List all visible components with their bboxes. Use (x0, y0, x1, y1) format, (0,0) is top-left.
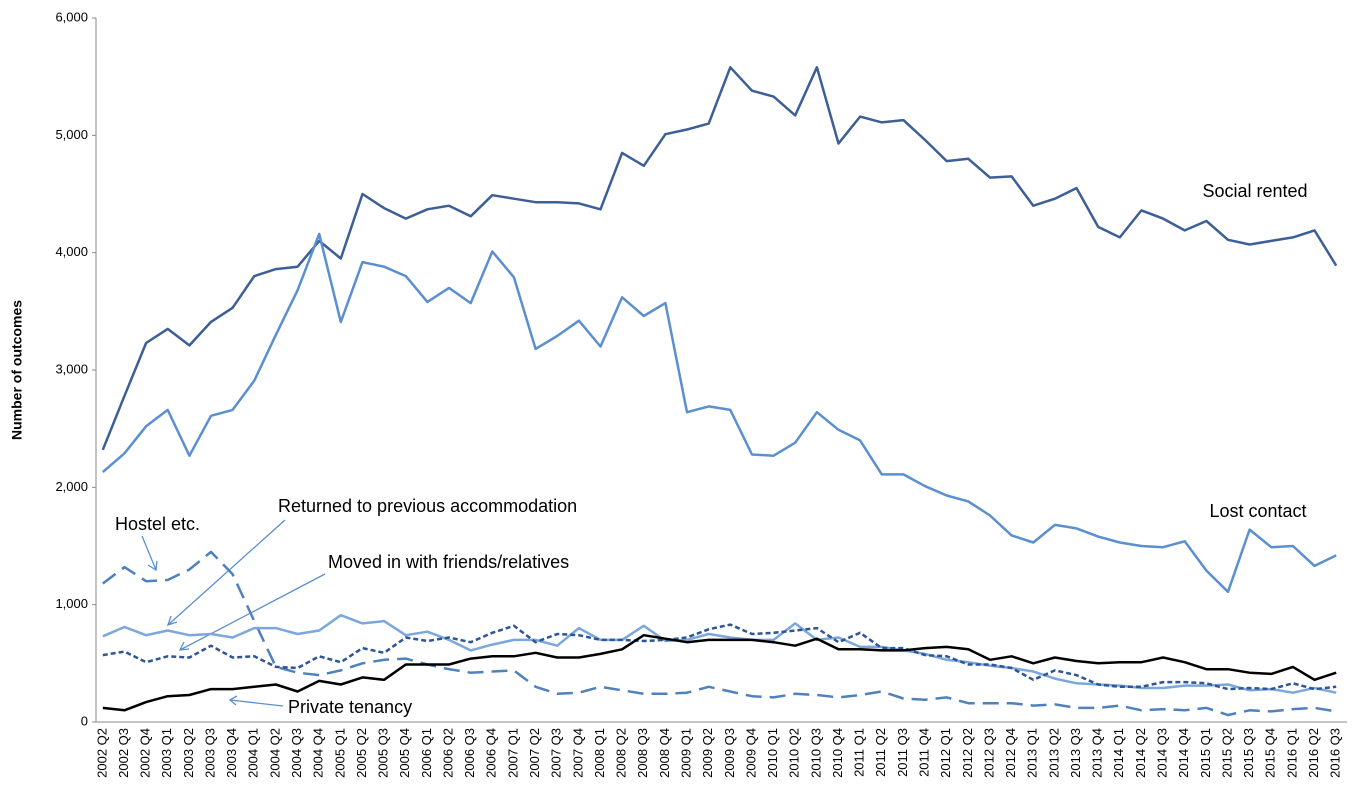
y-tick-label: 0 (81, 713, 88, 728)
x-tick-label: 2015 Q2 (1219, 728, 1234, 778)
x-tick-label: 2005 Q4 (397, 728, 412, 778)
series-line (102, 633, 1337, 712)
x-tick-label: 2002 Q3 (116, 728, 131, 778)
x-tick-label: 2011 Q3 (895, 728, 910, 777)
x-tick-label: 2007 Q4 (570, 728, 585, 778)
y-tick-label: 6,000 (55, 9, 88, 24)
series-annotation: Lost contact (1209, 501, 1306, 521)
x-tick-label: 2015 Q1 (1198, 728, 1213, 778)
arrow (178, 573, 326, 651)
y-tick-label: 1,000 (55, 596, 88, 611)
x-tick-label: 2003 Q4 (224, 728, 239, 778)
x-tick-label: 2003 Q3 (202, 728, 217, 778)
x-tick-label: 2016 Q1 (1284, 728, 1299, 778)
y-tick-label: 2,000 (55, 479, 88, 494)
series-annotation: Social rented (1202, 181, 1307, 201)
x-tick-label: 2010 Q2 (787, 728, 802, 778)
series-line (101, 232, 1337, 594)
x-tick-label: 2012 Q2 (960, 728, 975, 778)
x-tick-label: 2004 Q4 (311, 728, 326, 778)
series-annotation: Returned to previous accommodation (278, 496, 577, 516)
x-tick-label: 2008 Q4 (657, 728, 672, 778)
arrow (228, 695, 284, 707)
x-tick-label: 2005 Q2 (354, 728, 369, 778)
x-tick-label: 2010 Q3 (808, 728, 823, 778)
x-tick-label: 2013 Q4 (1090, 728, 1105, 778)
x-tick-label: 2014 Q2 (1133, 728, 1148, 778)
x-tick-label: 2013 Q3 (1068, 728, 1083, 778)
series-annotation: Moved in with friends/relatives (328, 552, 569, 572)
x-tick-label: 2012 Q4 (1003, 728, 1018, 778)
series-annotation: Hostel etc. (115, 514, 200, 534)
x-tick-label: 2016 Q3 (1328, 728, 1343, 778)
x-tick-label: 2005 Q1 (332, 728, 347, 778)
y-tick-label: 3,000 (55, 361, 88, 376)
arrow (141, 535, 158, 572)
x-tick-label: 2004 Q1 (246, 728, 261, 778)
x-tick-label: 2011 Q1 (852, 728, 867, 777)
x-tick-label: 2014 Q4 (1176, 728, 1191, 778)
x-tick-label: 2003 Q2 (181, 728, 196, 778)
x-tick-label: 2006 Q3 (462, 728, 477, 778)
x-tick-label: 2010 Q4 (830, 728, 845, 778)
series-annotation: Private tenancy (288, 697, 412, 717)
y-tick-label: 4,000 (55, 244, 88, 259)
x-tick-label: 2008 Q1 (592, 728, 607, 778)
arrow (166, 519, 286, 627)
x-tick-label: 2012 Q3 (981, 728, 996, 778)
x-tick-label: 2013 Q1 (1025, 728, 1040, 778)
x-tick-label: 2008 Q2 (614, 728, 629, 778)
x-tick-label: 2008 Q3 (635, 728, 650, 778)
x-tick-label: 2009 Q1 (678, 728, 693, 778)
x-tick-label: 2009 Q2 (700, 728, 715, 778)
series-line (101, 66, 1338, 451)
x-tick-label: 2007 Q1 (505, 728, 520, 778)
x-tick-label: 2014 Q1 (1111, 728, 1126, 778)
x-tick-label: 2002 Q4 (138, 728, 153, 778)
x-tick-label: 2011 Q4 (916, 728, 931, 777)
x-tick-label: 2007 Q3 (549, 728, 564, 778)
x-tick-label: 2009 Q3 (722, 728, 737, 778)
y-axis-label: Number of outcomes (9, 300, 25, 440)
x-tick-label: 2007 Q2 (527, 728, 542, 778)
y-tick-label: 5,000 (55, 127, 88, 142)
x-tick-label: 2015 Q3 (1241, 728, 1256, 778)
x-tick-label: 2009 Q4 (743, 728, 758, 778)
x-tick-label: 2006 Q1 (419, 728, 434, 778)
x-tick-label: 2010 Q1 (765, 728, 780, 778)
x-tick-label: 2012 Q1 (938, 728, 953, 778)
annotation-arrows (141, 519, 326, 707)
x-tick-label: 2011 Q2 (873, 728, 888, 777)
x-tick-label: 2002 Q2 (94, 728, 109, 778)
x-tick-label: 2005 Q3 (376, 728, 391, 778)
series-line (102, 623, 1337, 691)
x-tick-label: 2006 Q2 (440, 728, 455, 778)
x-tick-label: 2013 Q2 (1046, 728, 1061, 778)
x-tick-label: 2004 Q2 (267, 728, 282, 778)
series-line (102, 613, 1337, 694)
x-tick-label: 2004 Q3 (289, 728, 304, 778)
x-tick-label: 2015 Q4 (1263, 728, 1278, 778)
x-tick-label: 2014 Q3 (1155, 728, 1170, 778)
series-line (102, 550, 1337, 717)
x-tick-label: 2006 Q4 (484, 728, 499, 778)
x-tick-label: 2016 Q2 (1306, 728, 1321, 778)
x-tick-label: 2003 Q1 (159, 728, 174, 778)
